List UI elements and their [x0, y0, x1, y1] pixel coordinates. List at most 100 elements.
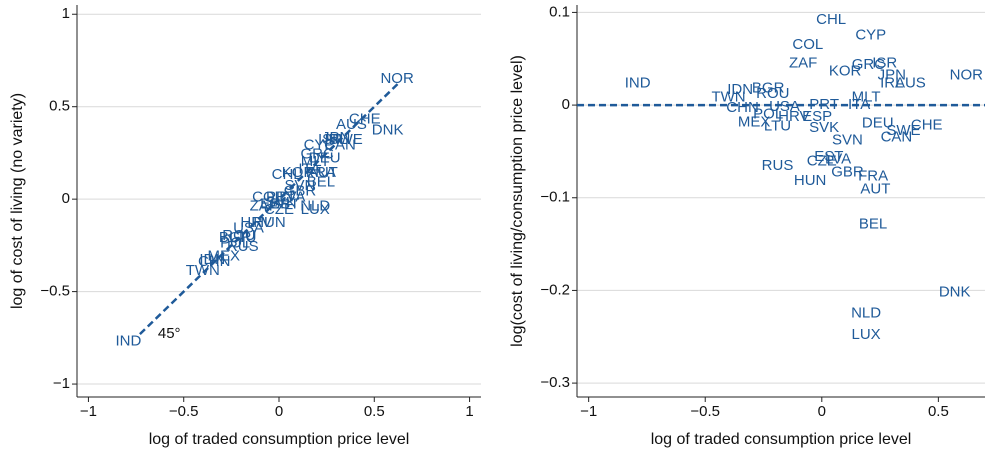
- x-tick-label: 0.5: [364, 403, 385, 420]
- point-label: GBR: [831, 164, 864, 181]
- point-label: LUX: [852, 326, 881, 343]
- point-label: ROU: [756, 85, 789, 102]
- point-label: IDN: [727, 81, 753, 98]
- point-label: CHN: [726, 99, 759, 116]
- point-label: DEU: [862, 115, 894, 132]
- point-label: LVA: [825, 151, 851, 168]
- point-label: JPN: [878, 66, 906, 83]
- point-label: HRV: [240, 214, 271, 231]
- point-label: IND: [625, 75, 651, 92]
- point-label: ZAF: [789, 54, 817, 71]
- x-tick-label: 0.5: [928, 403, 949, 420]
- point-label: CYP: [304, 136, 335, 153]
- point-label: SWE: [329, 131, 363, 148]
- point-label: CHL: [816, 11, 846, 28]
- y-tick-label: 1: [62, 5, 70, 22]
- y-axis-label: log of cost of living (no variety): [9, 93, 26, 309]
- point-label: CHL: [272, 166, 302, 183]
- point-label: AUT: [860, 180, 890, 197]
- y-tick-label: −0.3: [540, 374, 570, 391]
- point-label: POL: [220, 234, 250, 251]
- point-label: NOR: [950, 66, 984, 83]
- y-tick-label: 0: [562, 96, 570, 113]
- point-label: KOR: [829, 63, 862, 80]
- point-label: TWN: [711, 89, 745, 106]
- point-label: GBR: [284, 183, 317, 200]
- point-label: IRL: [324, 131, 347, 148]
- point-label: ESP: [260, 196, 290, 213]
- point-label: ITA: [848, 96, 870, 113]
- point-label: IND: [116, 332, 142, 349]
- y-tick-label: −0.2: [540, 281, 570, 298]
- point-label: ISR: [872, 54, 897, 71]
- point-label: KOR: [282, 164, 315, 181]
- point-label: GRC: [300, 146, 334, 163]
- point-label: SVN: [832, 131, 863, 148]
- point-label: DNK: [939, 283, 971, 300]
- point-label: PRT: [266, 188, 296, 205]
- point-label: POL: [753, 105, 783, 122]
- point-label: SVK: [266, 194, 296, 211]
- point-label: CAN: [881, 128, 913, 145]
- y-tick-label: 0.5: [49, 98, 70, 115]
- point-label: LVA: [279, 188, 305, 205]
- x-tick-label: −0.5: [169, 403, 199, 420]
- point-label: BGR: [752, 79, 785, 96]
- point-label: AUS: [336, 116, 367, 133]
- x-tick-label: −0.5: [690, 403, 720, 420]
- y-tick-label: −0.1: [540, 189, 570, 206]
- point-label: NLD: [851, 305, 881, 322]
- point-label: AUT: [308, 164, 338, 181]
- point-label: NOR: [380, 70, 414, 87]
- y-tick-label: 0.1: [549, 3, 570, 20]
- point-label: BEL: [859, 216, 887, 233]
- point-label: EST: [814, 148, 843, 165]
- x-axis-label: log of traded consumption price level: [651, 431, 912, 448]
- x-axis-label: log of traded consumption price level: [149, 431, 410, 448]
- point-label: FRA: [858, 167, 888, 184]
- point-label: MLT: [301, 153, 330, 170]
- y-tick-label: −0.5: [40, 283, 70, 300]
- point-label: EST: [270, 196, 299, 213]
- point-label: ROU: [222, 227, 255, 244]
- point-label: AUS: [895, 75, 926, 92]
- point-label: TWN: [186, 262, 220, 279]
- point-label: IRL: [880, 75, 903, 92]
- point-label: CHE: [911, 116, 943, 133]
- point-label: LUX: [301, 201, 330, 218]
- point-label: JPN: [322, 129, 350, 146]
- point-label: PRT: [809, 96, 839, 113]
- point-label: ESP: [802, 108, 832, 125]
- point-label: ISR: [318, 131, 343, 148]
- point-label: IDN: [199, 251, 225, 268]
- point-label: SVK: [809, 119, 839, 136]
- y-tick-label: 0: [62, 190, 70, 207]
- point-label: COL: [252, 188, 283, 205]
- point-label: HUN: [253, 214, 286, 231]
- point-label: ITA: [298, 161, 320, 178]
- point-label: MEX: [738, 114, 771, 131]
- point-label: RUS: [227, 238, 259, 255]
- point-label: BGR: [219, 229, 252, 246]
- point-label: DEU: [309, 149, 341, 166]
- point-label: SVN: [285, 177, 316, 194]
- x-tick-label: 0: [818, 403, 826, 420]
- y-tick-label: −1: [53, 375, 70, 392]
- point-label: LTU: [229, 229, 256, 246]
- x-tick-label: 1: [465, 403, 473, 420]
- point-label: USA: [769, 98, 800, 115]
- point-label: RUS: [762, 157, 794, 174]
- point-label: SWE: [886, 122, 920, 139]
- point-label: CZE: [807, 153, 837, 170]
- point-label: LTU: [764, 117, 791, 134]
- point-label: CZE: [264, 201, 294, 218]
- point-label: CHN: [198, 253, 231, 270]
- point-label: USA: [233, 220, 264, 237]
- point-label: GRC: [852, 56, 886, 73]
- point-label: NLD: [300, 198, 330, 215]
- point-label: CYP: [855, 27, 886, 44]
- point-label: DNK: [372, 122, 404, 139]
- point-label: HRV: [778, 108, 809, 125]
- point-label: ZAF: [250, 198, 278, 215]
